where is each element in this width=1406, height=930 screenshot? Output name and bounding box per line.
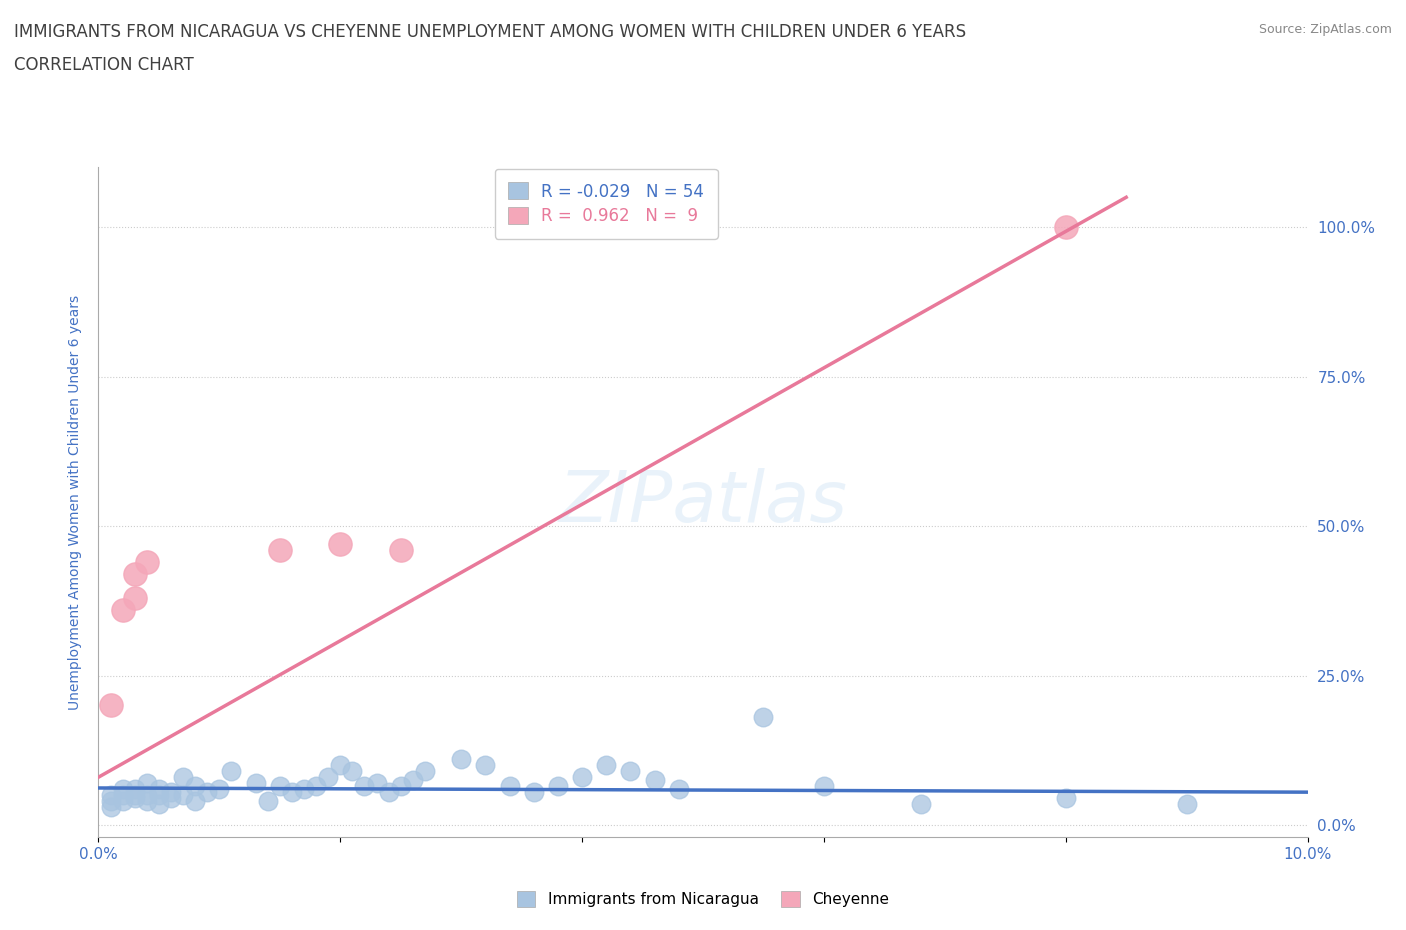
Text: Source: ZipAtlas.com: Source: ZipAtlas.com	[1258, 23, 1392, 36]
Point	[450, 751, 472, 766]
Point	[135, 776, 157, 790]
Point	[100, 793, 122, 808]
Point	[135, 793, 157, 808]
Point	[269, 778, 291, 793]
Point	[402, 773, 425, 788]
Point	[752, 710, 775, 724]
Text: ZIPatlas: ZIPatlas	[558, 468, 848, 537]
Point	[111, 603, 134, 618]
Point	[124, 591, 146, 605]
Point	[184, 778, 207, 793]
Point	[474, 758, 496, 773]
Point	[269, 542, 291, 557]
Point	[292, 782, 315, 797]
Point	[256, 793, 278, 808]
Point	[111, 788, 134, 803]
Point	[124, 790, 146, 805]
Point	[389, 778, 412, 793]
Point	[377, 785, 399, 800]
Point	[389, 542, 412, 557]
Point	[172, 770, 194, 785]
Point	[619, 764, 641, 778]
Point	[135, 554, 157, 569]
Point	[281, 785, 304, 800]
Point	[184, 793, 207, 808]
Point	[111, 782, 134, 797]
Point	[366, 776, 388, 790]
Point	[644, 773, 666, 788]
Point	[668, 782, 690, 797]
Point	[148, 782, 170, 797]
Point	[221, 764, 243, 778]
Point	[305, 778, 328, 793]
Point	[813, 778, 835, 793]
Point	[316, 770, 339, 785]
Point	[111, 793, 134, 808]
Point	[124, 788, 146, 803]
Point	[329, 537, 352, 551]
Point	[160, 785, 183, 800]
Point	[245, 776, 267, 790]
Point	[595, 758, 617, 773]
Point	[329, 758, 352, 773]
Point	[100, 788, 122, 803]
Point	[135, 788, 157, 803]
Point	[195, 785, 218, 800]
Point	[148, 788, 170, 803]
Point	[100, 800, 122, 815]
Point	[100, 698, 122, 713]
Point	[124, 782, 146, 797]
Legend: Immigrants from Nicaragua, Cheyenne: Immigrants from Nicaragua, Cheyenne	[510, 884, 896, 913]
Point	[910, 797, 932, 812]
Point	[353, 778, 375, 793]
Point	[208, 782, 231, 797]
Point	[160, 790, 183, 805]
Legend: R = -0.029   N = 54, R =  0.962   N =  9: R = -0.029 N = 54, R = 0.962 N = 9	[495, 169, 717, 239]
Point	[571, 770, 593, 785]
Point	[1054, 790, 1077, 805]
Point	[342, 764, 364, 778]
Point	[547, 778, 569, 793]
Point	[1175, 797, 1198, 812]
Point	[523, 785, 546, 800]
Text: IMMIGRANTS FROM NICARAGUA VS CHEYENNE UNEMPLOYMENT AMONG WOMEN WITH CHILDREN UND: IMMIGRANTS FROM NICARAGUA VS CHEYENNE UN…	[14, 23, 966, 41]
Point	[1054, 219, 1077, 234]
Text: CORRELATION CHART: CORRELATION CHART	[14, 56, 194, 73]
Point	[172, 788, 194, 803]
Point	[413, 764, 436, 778]
Point	[124, 566, 146, 581]
Point	[148, 797, 170, 812]
Y-axis label: Unemployment Among Women with Children Under 6 years: Unemployment Among Women with Children U…	[67, 295, 82, 710]
Point	[498, 778, 520, 793]
